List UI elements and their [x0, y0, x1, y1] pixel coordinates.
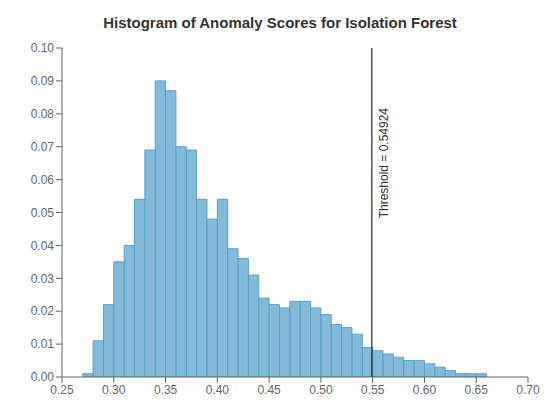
svg-text:0.08: 0.08: [31, 107, 55, 121]
svg-text:0.45: 0.45: [257, 383, 281, 397]
svg-text:0.40: 0.40: [206, 383, 230, 397]
svg-text:0.05: 0.05: [31, 206, 55, 220]
svg-text:0.35: 0.35: [154, 383, 178, 397]
html-text:Histogram of Anomaly Scores fo: Histogram of Anomaly Scores for Isolatio…: [103, 14, 457, 31]
svg-text:0.03: 0.03: [31, 272, 55, 286]
svg-text:0.06: 0.06: [31, 173, 55, 187]
svg-text:0.09: 0.09: [31, 74, 55, 88]
svg-text:0.70: 0.70: [516, 383, 540, 397]
svg-text:0.07: 0.07: [31, 140, 55, 154]
svg-text:0.65: 0.65: [465, 383, 489, 397]
svg-text:0.04: 0.04: [31, 239, 55, 253]
svg-text:0.55: 0.55: [361, 383, 385, 397]
svg-text:Threshold = 0.54924: Threshold = 0.54924: [377, 108, 391, 219]
svg-text:0.30: 0.30: [102, 383, 126, 397]
svg-text:0.01: 0.01: [31, 337, 55, 351]
svg-text:0.00: 0.00: [31, 370, 55, 384]
svg-text:0.60: 0.60: [413, 383, 437, 397]
svg-text:0.50: 0.50: [309, 383, 333, 397]
svg-text:0.10: 0.10: [31, 41, 55, 55]
svg-text:0.25: 0.25: [50, 383, 74, 397]
svg-text:0.02: 0.02: [31, 304, 55, 318]
